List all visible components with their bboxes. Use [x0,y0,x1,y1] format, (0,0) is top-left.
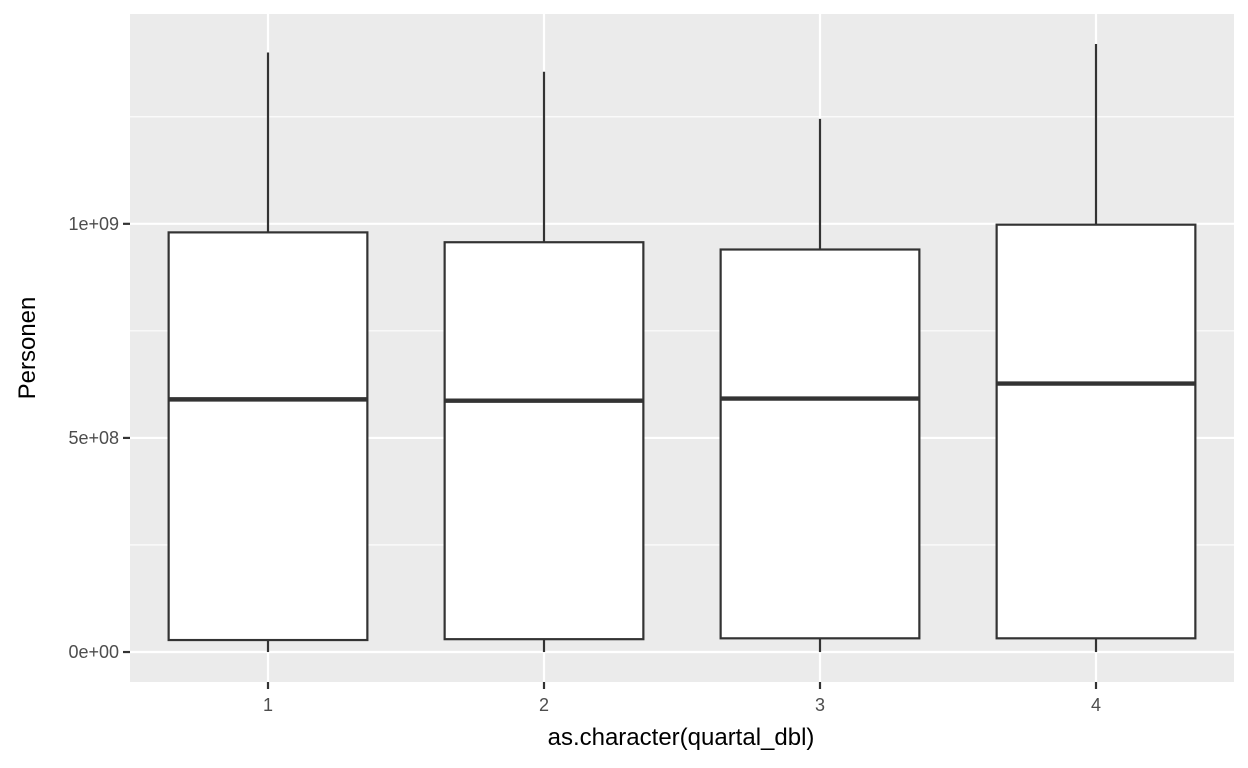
box-body [719,248,921,640]
x-tick-label: 1 [263,695,273,715]
x-tick-label: 2 [539,695,549,715]
y-axis: 0e+00 5e+08 1e+09 [68,214,130,662]
x-axis-title: as.character(quartal_dbl) [548,724,815,751]
y-tick-label: 0e+00 [68,642,119,662]
box-body [167,231,369,642]
y-tick-label: 5e+08 [68,428,119,448]
x-tick-label: 4 [1091,695,1101,715]
box-3 [719,118,921,653]
boxes [167,43,1197,653]
x-axis: 1 2 3 4 [263,682,1101,715]
x-tick-label: 3 [815,695,825,715]
y-axis-title: Personen [14,297,41,400]
box-body [995,223,1197,640]
y-tick-label: 1e+09 [68,214,119,234]
box-2 [443,71,645,653]
box-body [443,241,645,641]
box-1 [167,52,369,653]
box-4 [995,43,1197,653]
